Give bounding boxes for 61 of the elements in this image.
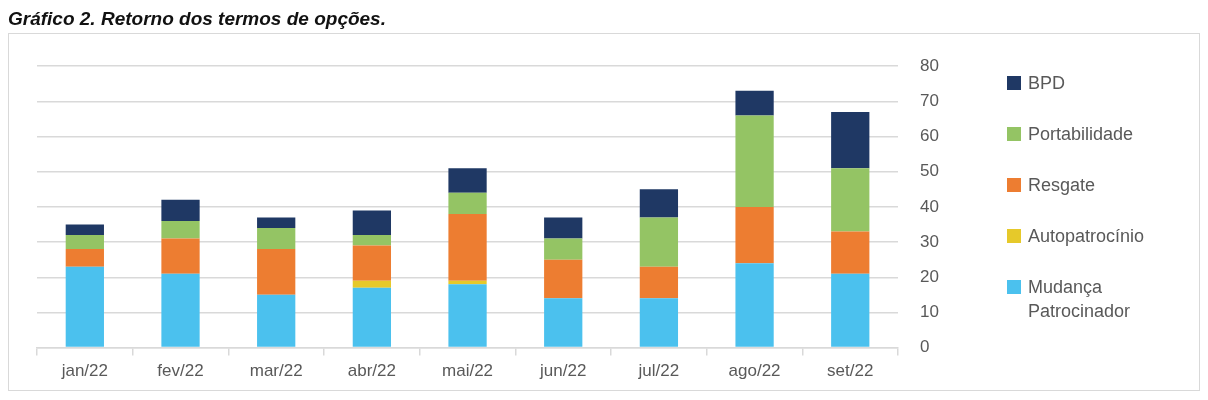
- bar: [639, 217, 679, 267]
- bar: [257, 294, 296, 347]
- bar: [544, 217, 583, 239]
- bar: [544, 298, 583, 347]
- bar: [831, 273, 870, 347]
- x-tick-label: set/22: [827, 361, 874, 381]
- bar: [448, 213, 487, 281]
- bar: [639, 298, 679, 347]
- x-tick-label: ago/22: [728, 361, 781, 381]
- bar: [448, 192, 487, 214]
- bar: [161, 273, 200, 347]
- bar: [639, 189, 679, 218]
- bar: [161, 220, 200, 239]
- y-tick-label: 10: [920, 302, 940, 322]
- bar: [352, 235, 391, 246]
- bar: [65, 249, 104, 267]
- bar: [65, 235, 104, 250]
- x-tick-label: jan/22: [60, 361, 108, 381]
- legend-label: Autopatrocínio: [1028, 225, 1145, 248]
- x-tick-label: jul/22: [637, 361, 680, 381]
- bar: [352, 287, 391, 347]
- x-tick-label: mar/22: [249, 361, 303, 381]
- bar: [639, 266, 679, 299]
- bar: [735, 90, 774, 116]
- legend-label: Portabilidade: [1028, 123, 1134, 146]
- y-tick-label: 40: [920, 196, 940, 216]
- x-tick-label: abr/22: [347, 361, 396, 381]
- bar: [65, 224, 104, 236]
- bar: [257, 249, 296, 295]
- bar: [352, 280, 391, 288]
- bar: [544, 259, 583, 299]
- bar: [735, 263, 774, 347]
- y-tick-label: 50: [920, 161, 940, 181]
- bar: [735, 206, 774, 264]
- x-tick-label: fev/22: [157, 361, 204, 381]
- chart-title: Gráfico 2. Retorno dos termos de opções.: [8, 8, 387, 31]
- bar: [65, 266, 104, 347]
- bar: [448, 284, 487, 347]
- y-tick-label: 60: [920, 126, 940, 146]
- legend-label: Mudança Patrocinador: [1028, 276, 1132, 323]
- bar: [352, 210, 391, 236]
- y-tick-label: 80: [920, 55, 940, 75]
- y-tick-label: 20: [920, 266, 940, 286]
- legend-label: BPD: [1028, 72, 1066, 95]
- bar: [448, 168, 487, 193]
- y-tick-label: 70: [920, 91, 940, 111]
- bar: [257, 217, 296, 229]
- bar: [544, 238, 583, 260]
- bar: [831, 231, 870, 274]
- bar: [161, 199, 200, 221]
- legend-label: Resgate: [1028, 174, 1096, 197]
- bar: [735, 115, 774, 207]
- y-tick-label: 0: [920, 337, 930, 357]
- bar: [161, 238, 200, 274]
- y-tick-label: 30: [920, 231, 940, 251]
- x-tick-label: jun/22: [539, 361, 587, 381]
- bar: [831, 168, 870, 232]
- x-tick-label: mai/22: [442, 361, 494, 381]
- bar: [352, 245, 391, 281]
- bar: [257, 228, 296, 250]
- bar: [831, 111, 870, 169]
